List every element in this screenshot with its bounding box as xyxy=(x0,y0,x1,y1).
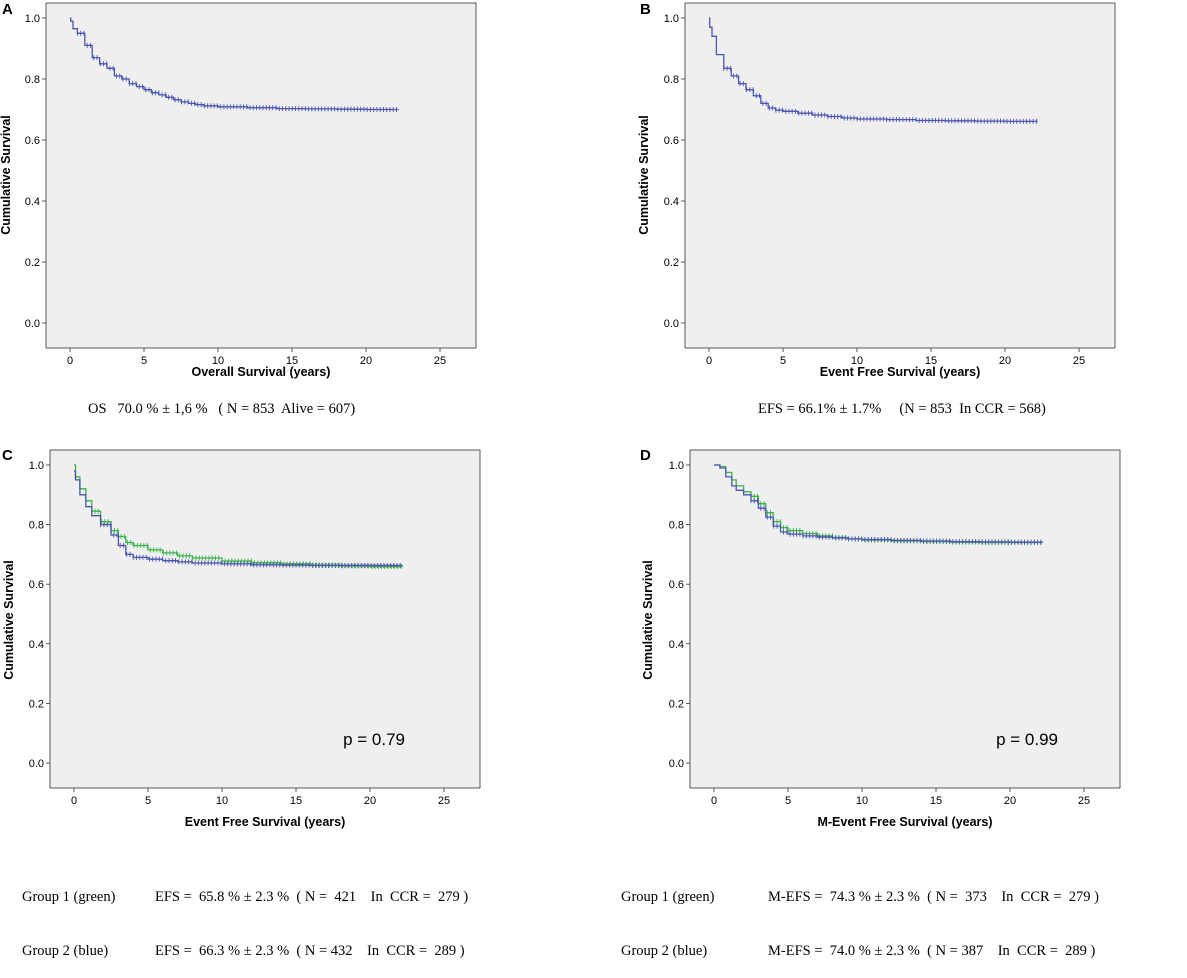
chart-panel-c: C 0.0 0.2 0.4 0.6 0.8 1.0 0 5 10 15 20 25 Event Free … xyxy=(2,447,481,829)
x-axis-title: Event Free Survival (years) xyxy=(185,815,346,829)
y-tick-label: 1.0 xyxy=(669,460,684,472)
survival-curve xyxy=(714,464,1044,543)
y-tick-label: 1.0 xyxy=(25,13,40,25)
p-value-annotation: p = 0.99 xyxy=(996,730,1058,749)
panel-letter: B xyxy=(640,1,651,18)
y-tick-label: 0.6 xyxy=(664,135,679,147)
x-tick-label: 0 xyxy=(706,355,712,367)
x-tick-label: 15 xyxy=(286,355,298,367)
caption-panel-a: OS 70.0 % ± 1,6 % ( N = 853 Alive = 607) xyxy=(88,401,356,417)
x-tick-label: 5 xyxy=(145,795,151,807)
caption-row-group2: Group 2 (blue) M-EFS = 74.0 % ± 2.3 % ( N… xyxy=(621,942,1099,960)
caption-group-stats: M-EFS = 74.3 % ± 2.3 % ( N = 373 In CCR … xyxy=(768,889,1099,905)
x-tick-label: 25 xyxy=(434,355,446,367)
chart-panel-b: B 0.0 0.2 0.4 0.6 0.8 1.0 0 5 10 15 20 25 Event Free … xyxy=(637,1,1116,379)
y-tick-label: 0.0 xyxy=(669,758,684,770)
x-axis-title: M-Event Free Survival (years) xyxy=(817,815,992,829)
y-tick-label: 0.2 xyxy=(669,698,684,710)
chart-panel-d: D 0.0 0.2 0.4 0.6 0.8 1.0 0 5 10 15 20 25 M-Event Fre… xyxy=(640,447,1121,829)
x-tick-label: 0 xyxy=(71,795,77,807)
plot-area xyxy=(684,2,1116,349)
caption-group-stats: EFS = 65.8 % ± 2.3 % ( N = 421 In CCR = … xyxy=(155,889,469,905)
x-tick-label: 20 xyxy=(999,355,1011,367)
x-axis-title: Event Free Survival (years) xyxy=(820,365,981,379)
y-axis-title: Cumulative Survival xyxy=(637,115,651,235)
y-tick-label: 0.2 xyxy=(25,257,40,269)
y-tick-label: 0.2 xyxy=(664,257,679,269)
x-tick-label: 10 xyxy=(851,355,863,367)
y-tick-label: 0.8 xyxy=(25,74,40,86)
x-tick-label: 15 xyxy=(290,795,302,807)
caption-group-stats: EFS = 66.3 % ± 2.3 % ( N = 432 In CCR = … xyxy=(155,943,465,959)
x-tick-label: 20 xyxy=(1004,795,1016,807)
panel-letter: A xyxy=(2,1,13,18)
caption-panel-c: Group 1 (green) EFS = 65.8 % ± 2.3 % ( N … xyxy=(22,852,468,978)
x-tick-label: 20 xyxy=(364,795,376,807)
y-tick-label: 0.4 xyxy=(29,639,44,651)
y-tick-label: 0.8 xyxy=(664,74,679,86)
y-tick-label: 0.4 xyxy=(664,196,679,208)
y-axis-title: Cumulative Survival xyxy=(2,560,16,680)
x-tick-label: 15 xyxy=(925,355,937,367)
x-tick-label: 25 xyxy=(1073,355,1085,367)
caption-row-group1: Group 1 (green) M-EFS = 74.3 % ± 2.3 % ( … xyxy=(621,888,1099,906)
chart-panel-a: A 0.0 0.2 0.4 0.6 0.8 1.0 0 5 10 15 20 25 Overall Sur… xyxy=(0,1,477,379)
caption-panel-d: Group 1 (green) M-EFS = 74.3 % ± 2.3 % ( … xyxy=(621,852,1099,978)
y-tick-label: 0.0 xyxy=(25,318,40,330)
y-axis-title: Cumulative Survival xyxy=(0,115,13,235)
x-tick-label: 0 xyxy=(711,795,717,807)
x-tick-label: 5 xyxy=(780,355,786,367)
panel-letter: D xyxy=(640,447,651,464)
y-tick-label: 0.4 xyxy=(25,196,40,208)
x-tick-label: 20 xyxy=(360,355,372,367)
series-2 xyxy=(74,470,403,568)
y-tick-label: 0.6 xyxy=(29,579,44,591)
caption-row-group2: Group 2 (blue) EFS = 66.3 % ± 2.3 % ( N =… xyxy=(22,942,468,960)
y-tick-label: 0.8 xyxy=(669,520,684,532)
y-tick-label: 0.8 xyxy=(29,520,44,532)
caption-panel-b: EFS = 66.1% ± 1.7% (N = 853 In CCR = 568… xyxy=(758,401,1046,417)
caption-row-group1: Group 1 (green) EFS = 65.8 % ± 2.3 % ( N … xyxy=(22,888,468,906)
caption-group-label: Group 2 (blue) xyxy=(22,943,109,959)
p-value-annotation: p = 0.79 xyxy=(343,730,405,749)
x-tick-label: 25 xyxy=(1078,795,1090,807)
x-tick-label: 10 xyxy=(212,355,224,367)
series-1 xyxy=(70,17,399,112)
plot-area xyxy=(49,449,481,789)
x-tick-label: 5 xyxy=(785,795,791,807)
x-tick-label: 15 xyxy=(930,795,942,807)
x-tick-label: 5 xyxy=(141,355,147,367)
y-axis-title: Cumulative Survival xyxy=(641,560,655,680)
caption-group-label: Group 1 (green) xyxy=(22,889,116,905)
survival-curve xyxy=(74,464,404,568)
y-tick-label: 0.2 xyxy=(29,698,44,710)
caption-group-stats: M-EFS = 74.0 % ± 2.3 % ( N = 387 In CCR … xyxy=(768,943,1096,959)
plot-area xyxy=(45,2,477,349)
y-tick-label: 1.0 xyxy=(664,13,679,25)
y-tick-label: 0.6 xyxy=(669,579,684,591)
x-tick-label: 10 xyxy=(216,795,228,807)
x-tick-label: 0 xyxy=(67,355,73,367)
x-tick-label: 10 xyxy=(856,795,868,807)
figure: A 0.0 0.2 0.4 0.6 0.8 1.0 0 5 10 15 20 25 Overall Sur… xyxy=(0,1,1121,829)
panel-letter: C xyxy=(2,447,13,464)
x-axis-title: Overall Survival (years) xyxy=(192,365,331,379)
plot-area xyxy=(689,449,1121,789)
caption-group-label: Group 2 (blue) xyxy=(621,943,708,959)
caption-group-label: Group 1 (green) xyxy=(621,889,715,905)
x-tick-label: 25 xyxy=(438,795,450,807)
series-1 xyxy=(709,17,1038,124)
y-tick-label: 0.0 xyxy=(664,318,679,330)
y-tick-label: 1.0 xyxy=(29,460,44,472)
y-tick-label: 0.4 xyxy=(669,639,684,651)
series-2 xyxy=(714,464,1044,545)
y-tick-label: 0.0 xyxy=(29,758,44,770)
y-tick-label: 0.6 xyxy=(25,135,40,147)
